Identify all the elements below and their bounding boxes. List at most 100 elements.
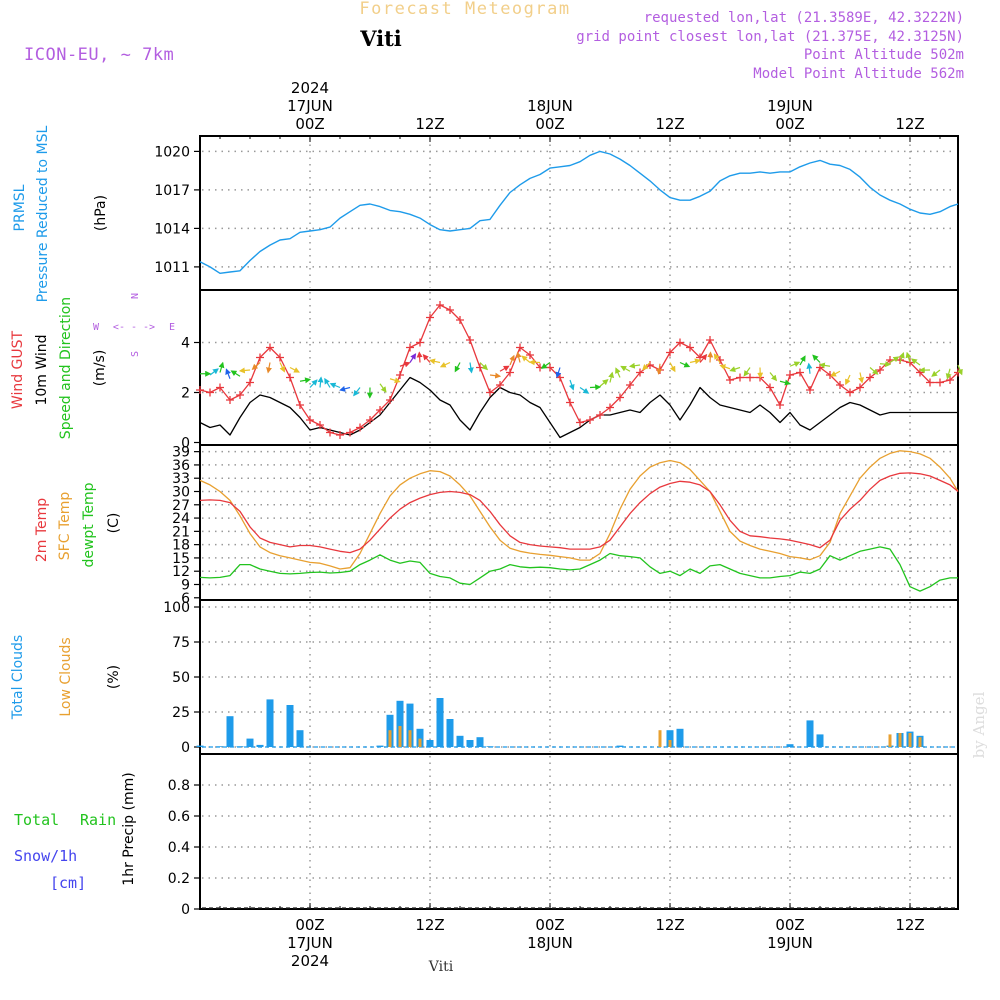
product-title: Forecast Meteogram (359, 0, 570, 19)
gust-marker (366, 416, 374, 424)
gust-marker (466, 336, 474, 344)
total-clouds-bar (246, 738, 254, 747)
temp-ytick-label: 21 (172, 524, 190, 540)
pressure-ytick-label: 1017 (154, 183, 190, 199)
dewpt-temp-line (199, 546, 958, 592)
wind-direction-arrow (225, 368, 231, 379)
total-clouds-bar (226, 716, 234, 747)
bottom-time-label: 17JUN (287, 934, 333, 952)
wind-direction-arrow (299, 377, 312, 384)
wind-direction-arrow (642, 362, 651, 371)
clouds-ytick-label: 75 (172, 635, 190, 651)
wind-direction-arrow (608, 371, 615, 383)
temp-ytick-label: 9 (181, 578, 190, 594)
wind-direction-arrow (779, 379, 791, 386)
wind-direction-arrow (521, 355, 531, 363)
gust-marker (266, 343, 274, 352)
total-clouds-bar (396, 700, 404, 747)
temp-ytick-label: 12 (172, 564, 190, 580)
wind-direction-arrow (329, 382, 341, 389)
total-clouds-bar (426, 740, 434, 747)
wind-speed-line (199, 376, 958, 439)
temp-ytick-label: 39 (172, 445, 190, 461)
wind-direction-arrow (679, 361, 691, 368)
temp-sfc-label: SFC Temp (57, 492, 73, 561)
pressure-panel-labels: PRMSL Pressure Reduced to MSL (hPa) (12, 125, 109, 302)
gust-marker (486, 388, 494, 397)
temp-ytick-label: 27 (172, 498, 190, 514)
wind-direction-arrow (769, 372, 778, 382)
wind-direction-arrow (879, 361, 892, 368)
model-label: ICON-EU, ~ 7km (24, 45, 174, 65)
low-clouds-bar (658, 730, 662, 747)
precip-panel-frame (199, 753, 959, 910)
pressure-label-msl: Pressure Reduced to MSL (35, 125, 51, 302)
gust-marker (566, 398, 574, 407)
gust-marker (236, 391, 244, 399)
total-clouds-bar (296, 730, 304, 747)
gust-marker (926, 378, 934, 387)
wind-direction-arrow (699, 353, 708, 363)
gust-marker (516, 343, 524, 352)
compass-n: N (130, 293, 141, 299)
wind-direction-arrow (324, 377, 331, 388)
grid-point-coords: grid point closest lon,lat (21.375E, 42.… (576, 29, 964, 45)
wind-direction-arrow (429, 358, 441, 365)
bottom-time-label: 00Z (775, 916, 804, 934)
gust-marker (436, 301, 444, 309)
wind-direction-arrow (416, 351, 423, 363)
bottom-time-label: 00Z (535, 916, 564, 934)
wind-direction-arrow (931, 369, 941, 377)
wind-direction-arrow (499, 365, 510, 372)
bottom-time-label: 12Z (415, 916, 444, 934)
gust-marker (396, 371, 404, 379)
temp-series (199, 450, 959, 592)
clouds-ytick-label: 100 (163, 600, 190, 616)
gust-marker (636, 368, 644, 377)
wind-direction-arrow (317, 376, 324, 388)
wind-direction-arrow (812, 354, 821, 363)
temp-ytick-label: 6 (181, 591, 190, 607)
gust-marker (786, 371, 794, 379)
wind-direction-arrow (479, 362, 489, 371)
wind-direction-arrow (209, 368, 219, 376)
top-time-label: 12Z (655, 115, 684, 133)
gust-marker (226, 396, 234, 404)
top-time-label: 12Z (415, 115, 444, 133)
compass-arrow: <- - -> (113, 322, 155, 333)
gust-marker (676, 338, 684, 347)
total-clouds-bar (786, 744, 794, 747)
gust-marker (776, 401, 784, 409)
cloud-series (196, 698, 956, 748)
total-clouds-bar (466, 740, 474, 747)
low-clouds-bar (418, 738, 422, 747)
temp-ytick-label: 15 (172, 551, 190, 567)
low-clouds-bar (388, 730, 392, 747)
wind-direction-arrow (579, 387, 590, 394)
precip-snow-label: Snow/1h (14, 847, 77, 865)
wind-direction-arrow (898, 351, 905, 363)
clouds-ytick-label: 25 (172, 705, 190, 721)
gust-marker (726, 376, 734, 384)
footer-location: Viti (428, 959, 454, 975)
grid-lines (202, 136, 956, 909)
wind-direction-arrow (353, 387, 361, 397)
wind-direction-arrow (729, 366, 741, 372)
gust-marker (336, 431, 344, 439)
compass-s: S (130, 351, 141, 357)
gust-marker (376, 406, 384, 414)
wind-direction-arrow (515, 351, 522, 363)
low-clouds-bar (668, 740, 672, 747)
temp-ytick-label: 24 (172, 511, 190, 527)
wind-direction-arrow (439, 361, 451, 368)
gust-marker (326, 428, 334, 437)
gust-marker (866, 373, 874, 382)
pressure-ytick-label: 1020 (154, 144, 190, 160)
pressure-ytick-label: 1011 (154, 260, 190, 276)
wind-direction-arrow (869, 367, 879, 375)
gust-marker (346, 428, 354, 437)
wind-direction-arrow (945, 368, 952, 380)
temp-ytick-label: 18 (172, 538, 190, 554)
total-clouds-bar (816, 734, 824, 747)
bottom-time-label: 2024 (291, 952, 329, 970)
